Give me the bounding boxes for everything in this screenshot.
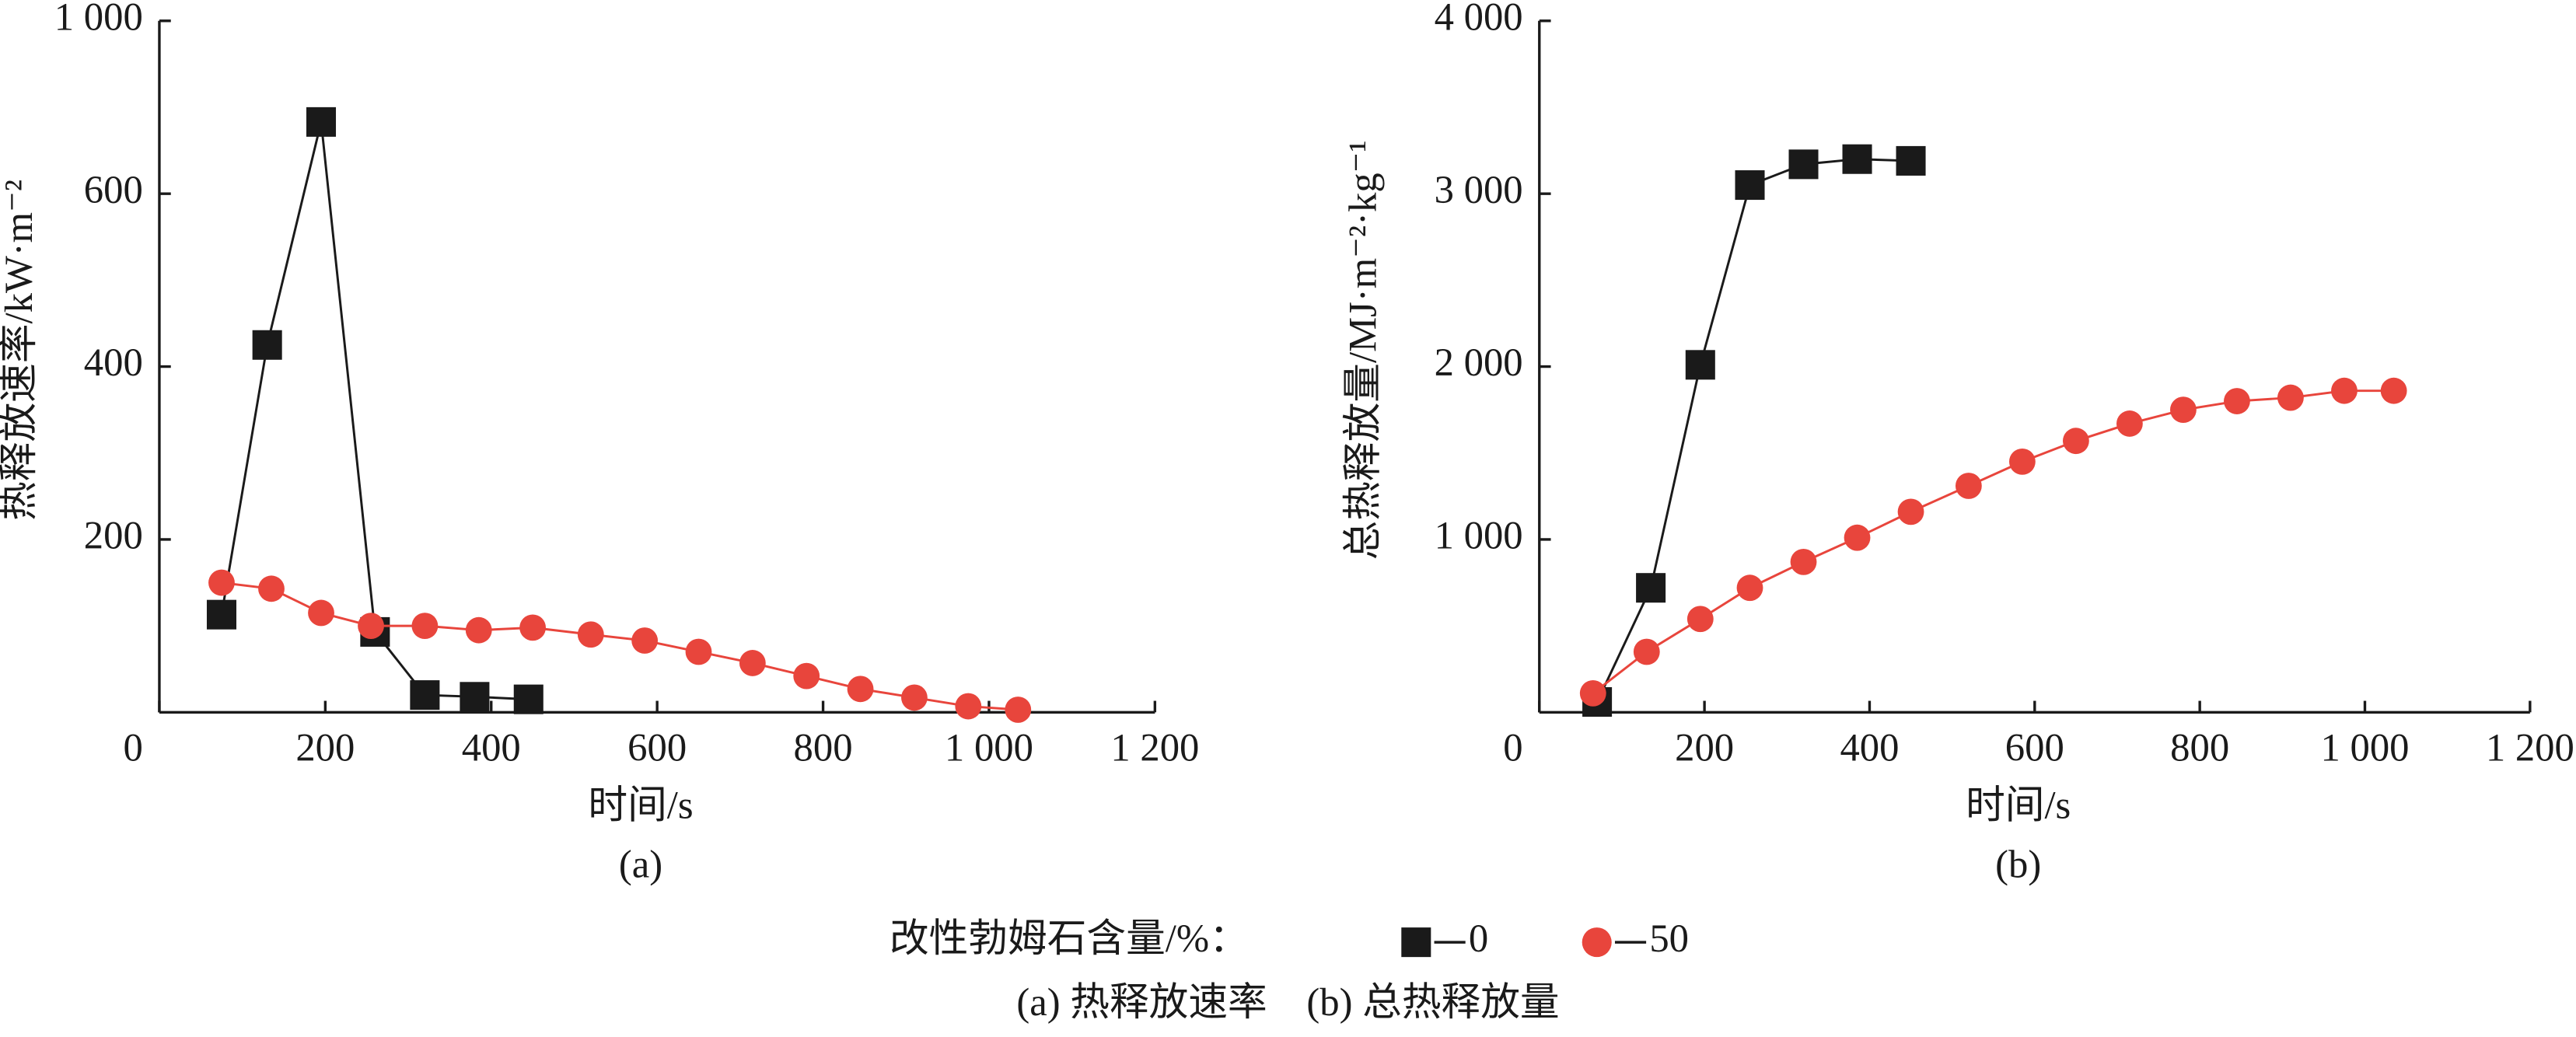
legend-label: 0 xyxy=(1469,917,1488,960)
marker xyxy=(1636,573,1666,603)
marker xyxy=(2224,388,2250,414)
marker xyxy=(955,693,982,720)
marker xyxy=(460,682,490,712)
y-tick-label: 4 000 xyxy=(1435,0,1523,38)
marker xyxy=(631,627,659,654)
marker xyxy=(465,616,492,644)
x-tick-label: 1 000 xyxy=(945,726,1033,770)
marker xyxy=(1955,473,1982,499)
legend-label: 50 xyxy=(1649,917,1689,960)
x-tick-label: 1 200 xyxy=(1110,726,1199,770)
marker xyxy=(685,638,712,665)
marker xyxy=(1897,498,1924,525)
series-line xyxy=(1596,158,1911,703)
marker xyxy=(1736,574,1763,602)
marker xyxy=(1685,350,1715,380)
marker xyxy=(513,684,544,714)
marker xyxy=(306,106,337,137)
marker xyxy=(2380,377,2407,404)
series-line xyxy=(1592,389,2394,695)
x-tick-label: 1 000 xyxy=(2320,726,2409,770)
marker xyxy=(1896,145,1926,176)
marker xyxy=(739,650,766,676)
legend-title: 改性勃姆石含量/%： xyxy=(890,917,1249,960)
marker xyxy=(206,599,236,630)
marker xyxy=(208,569,235,596)
marker xyxy=(2331,377,2358,404)
marker xyxy=(901,684,928,711)
x-axis-label: 时间/s xyxy=(1966,784,2071,827)
y-axis-label: 总热释放量/MJ·m⁻²·kg⁻¹ xyxy=(1341,140,1385,560)
y-tick-label: 1 000 xyxy=(1435,514,1523,557)
y-tick-label: 3 000 xyxy=(1435,168,1523,211)
marker xyxy=(2062,428,2089,455)
marker xyxy=(519,614,547,641)
y-axis-label: 热释放速率/kW·m⁻² xyxy=(0,180,40,521)
marker xyxy=(1686,606,1714,633)
marker xyxy=(1735,170,1765,201)
x-tick-label: 400 xyxy=(1840,726,1899,770)
x-tick-label: 600 xyxy=(627,726,687,770)
x-tick-label: 800 xyxy=(2170,726,2229,770)
y-tick-label: 200 xyxy=(84,514,143,557)
x-axis-label: 时间/s xyxy=(588,784,693,827)
marker xyxy=(1633,638,1660,665)
series-line xyxy=(220,121,529,701)
x-tick-label: 200 xyxy=(1675,726,1734,770)
series-line xyxy=(221,581,1019,711)
marker xyxy=(1842,144,1872,174)
marker xyxy=(252,330,282,360)
marker xyxy=(793,662,820,690)
x-tick-label: 200 xyxy=(295,726,355,770)
marker xyxy=(258,575,285,602)
marker xyxy=(2277,384,2304,411)
marker xyxy=(410,680,440,711)
y-tick-label: 1 000 xyxy=(54,0,143,38)
legend-marker xyxy=(1582,927,1612,958)
marker xyxy=(1005,697,1032,723)
marker xyxy=(1788,149,1819,180)
figure-caption: (a) 热释放速率 (b) 总热释放量 xyxy=(1016,980,1559,1024)
x-tick-label: 0 xyxy=(123,726,142,770)
marker xyxy=(308,599,334,627)
x-tick-label: 800 xyxy=(794,726,853,770)
x-tick-label: 400 xyxy=(462,726,521,770)
x-tick-label: 0 xyxy=(1503,726,1522,770)
marker xyxy=(1844,524,1871,551)
legend-marker xyxy=(1401,927,1431,958)
chart-caption: (b) xyxy=(1995,843,2041,886)
y-tick-label: 600 xyxy=(84,168,143,211)
marker xyxy=(2008,448,2036,475)
marker xyxy=(2170,396,2197,424)
marker xyxy=(1790,548,1817,575)
y-tick-label: 2 000 xyxy=(1435,340,1523,384)
marker xyxy=(1579,679,1606,707)
y-tick-label: 400 xyxy=(84,340,143,384)
x-tick-label: 600 xyxy=(2005,726,2064,770)
x-tick-label: 1 200 xyxy=(2486,726,2574,770)
marker xyxy=(577,621,604,648)
marker xyxy=(358,613,384,640)
chart-caption: (a) xyxy=(619,843,662,886)
marker xyxy=(847,676,874,703)
marker xyxy=(411,613,439,640)
marker xyxy=(2116,410,2143,437)
